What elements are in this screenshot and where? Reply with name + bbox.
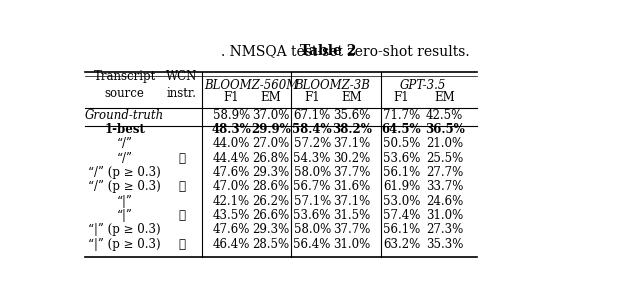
Text: 31.0%: 31.0%: [426, 209, 463, 222]
Text: 56.1%: 56.1%: [383, 166, 420, 179]
Text: F1: F1: [223, 91, 239, 104]
Text: 64.5%: 64.5%: [381, 123, 421, 136]
Text: 63.2%: 63.2%: [383, 238, 420, 250]
Text: “|” (p ≥ 0.3): “|” (p ≥ 0.3): [88, 223, 161, 236]
Text: 27.7%: 27.7%: [426, 166, 463, 179]
Text: “/”: “/”: [116, 152, 132, 165]
Text: “/” (p ≥ 0.3): “/” (p ≥ 0.3): [88, 166, 161, 179]
Text: 36.5%: 36.5%: [425, 123, 465, 136]
Text: Ground-truth: Ground-truth: [85, 109, 164, 122]
Text: 28.6%: 28.6%: [252, 180, 289, 193]
Text: 37.7%: 37.7%: [333, 166, 371, 179]
Text: ✓: ✓: [178, 238, 185, 250]
Text: 58.0%: 58.0%: [294, 223, 331, 236]
Text: 30.2%: 30.2%: [333, 152, 371, 165]
Text: 31.5%: 31.5%: [333, 209, 371, 222]
Text: ✓: ✓: [178, 209, 185, 222]
Text: 57.2%: 57.2%: [294, 137, 331, 150]
Text: 37.1%: 37.1%: [333, 137, 371, 150]
Text: 1-best: 1-best: [104, 123, 145, 136]
Text: 35.6%: 35.6%: [333, 109, 371, 122]
Text: 29.3%: 29.3%: [252, 223, 289, 236]
Text: 46.4%: 46.4%: [212, 238, 250, 250]
Text: BLOOMZ-560M: BLOOMZ-560M: [204, 79, 298, 92]
Text: 29.9%: 29.9%: [251, 123, 291, 136]
Text: 37.1%: 37.1%: [333, 195, 371, 208]
Text: 25.5%: 25.5%: [426, 152, 463, 165]
Text: 37.7%: 37.7%: [333, 223, 371, 236]
Text: BLOOMZ-3B: BLOOMZ-3B: [294, 79, 370, 92]
Text: 53.6%: 53.6%: [383, 152, 420, 165]
Text: 24.6%: 24.6%: [426, 195, 463, 208]
Text: 56.1%: 56.1%: [383, 223, 420, 236]
Text: 47.6%: 47.6%: [212, 223, 250, 236]
Text: 31.0%: 31.0%: [333, 238, 371, 250]
Text: “/” (p ≥ 0.3): “/” (p ≥ 0.3): [88, 180, 161, 193]
Text: 26.6%: 26.6%: [252, 209, 289, 222]
Text: “/”: “/”: [116, 137, 132, 150]
Text: 27.0%: 27.0%: [252, 137, 289, 150]
Text: 26.8%: 26.8%: [252, 152, 289, 165]
Text: 37.0%: 37.0%: [252, 109, 290, 122]
Text: 57.1%: 57.1%: [294, 195, 331, 208]
Text: F1: F1: [304, 91, 320, 104]
Text: 35.3%: 35.3%: [426, 238, 463, 250]
Text: WCN
instr.: WCN instr.: [166, 70, 197, 100]
Text: 48.3%: 48.3%: [211, 123, 251, 136]
Text: . NMSQA test-set zero-shot results.: . NMSQA test-set zero-shot results.: [186, 44, 470, 58]
Text: 38.2%: 38.2%: [332, 123, 372, 136]
Text: 61.9%: 61.9%: [383, 180, 420, 193]
Text: 47.6%: 47.6%: [212, 166, 250, 179]
Text: 47.0%: 47.0%: [212, 180, 250, 193]
Text: ✓: ✓: [178, 152, 185, 165]
Text: 50.5%: 50.5%: [383, 137, 420, 150]
Text: 29.3%: 29.3%: [252, 166, 289, 179]
Text: 71.7%: 71.7%: [383, 109, 420, 122]
Text: GPT-3.5: GPT-3.5: [400, 79, 446, 92]
Text: 28.5%: 28.5%: [252, 238, 289, 250]
Text: 54.3%: 54.3%: [294, 152, 331, 165]
Text: F1: F1: [394, 91, 409, 104]
Text: Transcript
source: Transcript source: [93, 70, 156, 100]
Text: Table 2: Table 2: [300, 44, 356, 58]
Text: 27.3%: 27.3%: [426, 223, 463, 236]
Text: 56.7%: 56.7%: [294, 180, 331, 193]
Text: 21.0%: 21.0%: [426, 137, 463, 150]
Text: 67.1%: 67.1%: [294, 109, 331, 122]
Text: 53.6%: 53.6%: [294, 209, 331, 222]
Text: 44.4%: 44.4%: [212, 152, 250, 165]
Text: 31.6%: 31.6%: [333, 180, 371, 193]
Text: 53.0%: 53.0%: [383, 195, 420, 208]
Text: 56.4%: 56.4%: [294, 238, 331, 250]
Text: EM: EM: [260, 91, 282, 104]
Text: 26.2%: 26.2%: [252, 195, 289, 208]
Text: 57.4%: 57.4%: [383, 209, 420, 222]
Text: 58.4%: 58.4%: [292, 123, 332, 136]
Text: “|” (p ≥ 0.3): “|” (p ≥ 0.3): [88, 238, 161, 250]
Text: 58.0%: 58.0%: [294, 166, 331, 179]
Text: 44.0%: 44.0%: [212, 137, 250, 150]
Text: “|”: “|”: [116, 209, 132, 222]
Text: EM: EM: [434, 91, 455, 104]
Text: “|”: “|”: [116, 195, 132, 208]
Text: 42.5%: 42.5%: [426, 109, 463, 122]
Text: 58.9%: 58.9%: [212, 109, 250, 122]
Text: 43.5%: 43.5%: [212, 209, 250, 222]
Text: 42.1%: 42.1%: [212, 195, 250, 208]
Text: 33.7%: 33.7%: [426, 180, 463, 193]
Text: EM: EM: [341, 91, 362, 104]
Text: ✓: ✓: [178, 180, 185, 193]
